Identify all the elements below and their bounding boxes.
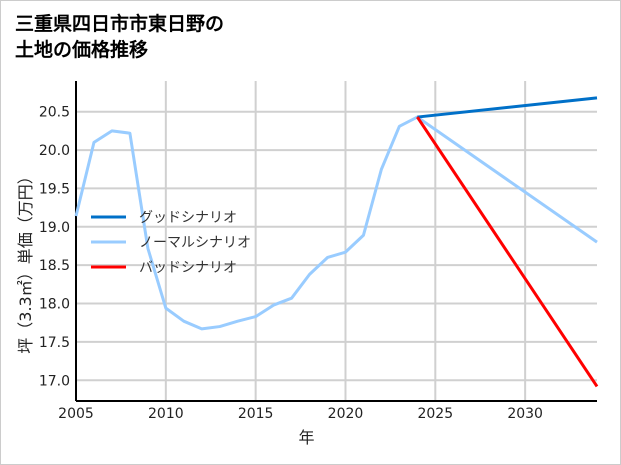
series-line-2	[416, 116, 599, 388]
chart-title: 三重県四日市市東日野の 土地の価格推移	[15, 13, 225, 61]
y-axis-label: 坪（3.3㎡）単価（万円）	[16, 168, 35, 353]
y-tick-label: 19.5	[39, 181, 70, 197]
legend-label: グッドシナリオ	[139, 210, 237, 226]
legend-label: ノーマルシナリオ	[139, 235, 251, 251]
y-tick-label: 20.5	[39, 105, 70, 121]
legend-label: バッドシナリオ	[139, 260, 237, 276]
y-tick-label: 18.5	[39, 258, 70, 274]
y-tick-label: 18.0	[39, 297, 70, 313]
y-tick-label: 17.0	[39, 373, 70, 389]
series-line-0	[417, 96, 598, 119]
x-tick-label: 2015	[238, 406, 274, 422]
y-tick-label: 19.0	[39, 220, 70, 236]
y-tick-label: 17.5	[39, 335, 70, 351]
x-tick-label: 2010	[148, 406, 184, 422]
y-tick-label: 20.0	[39, 143, 70, 159]
x-axis-label: 年	[298, 428, 314, 447]
x-tick-label: 2005	[58, 406, 94, 422]
series-line-1	[74, 115, 598, 331]
x-tick-label: 2025	[417, 406, 453, 422]
x-tick-label: 2030	[507, 406, 543, 422]
x-tick-label: 2020	[328, 406, 364, 422]
